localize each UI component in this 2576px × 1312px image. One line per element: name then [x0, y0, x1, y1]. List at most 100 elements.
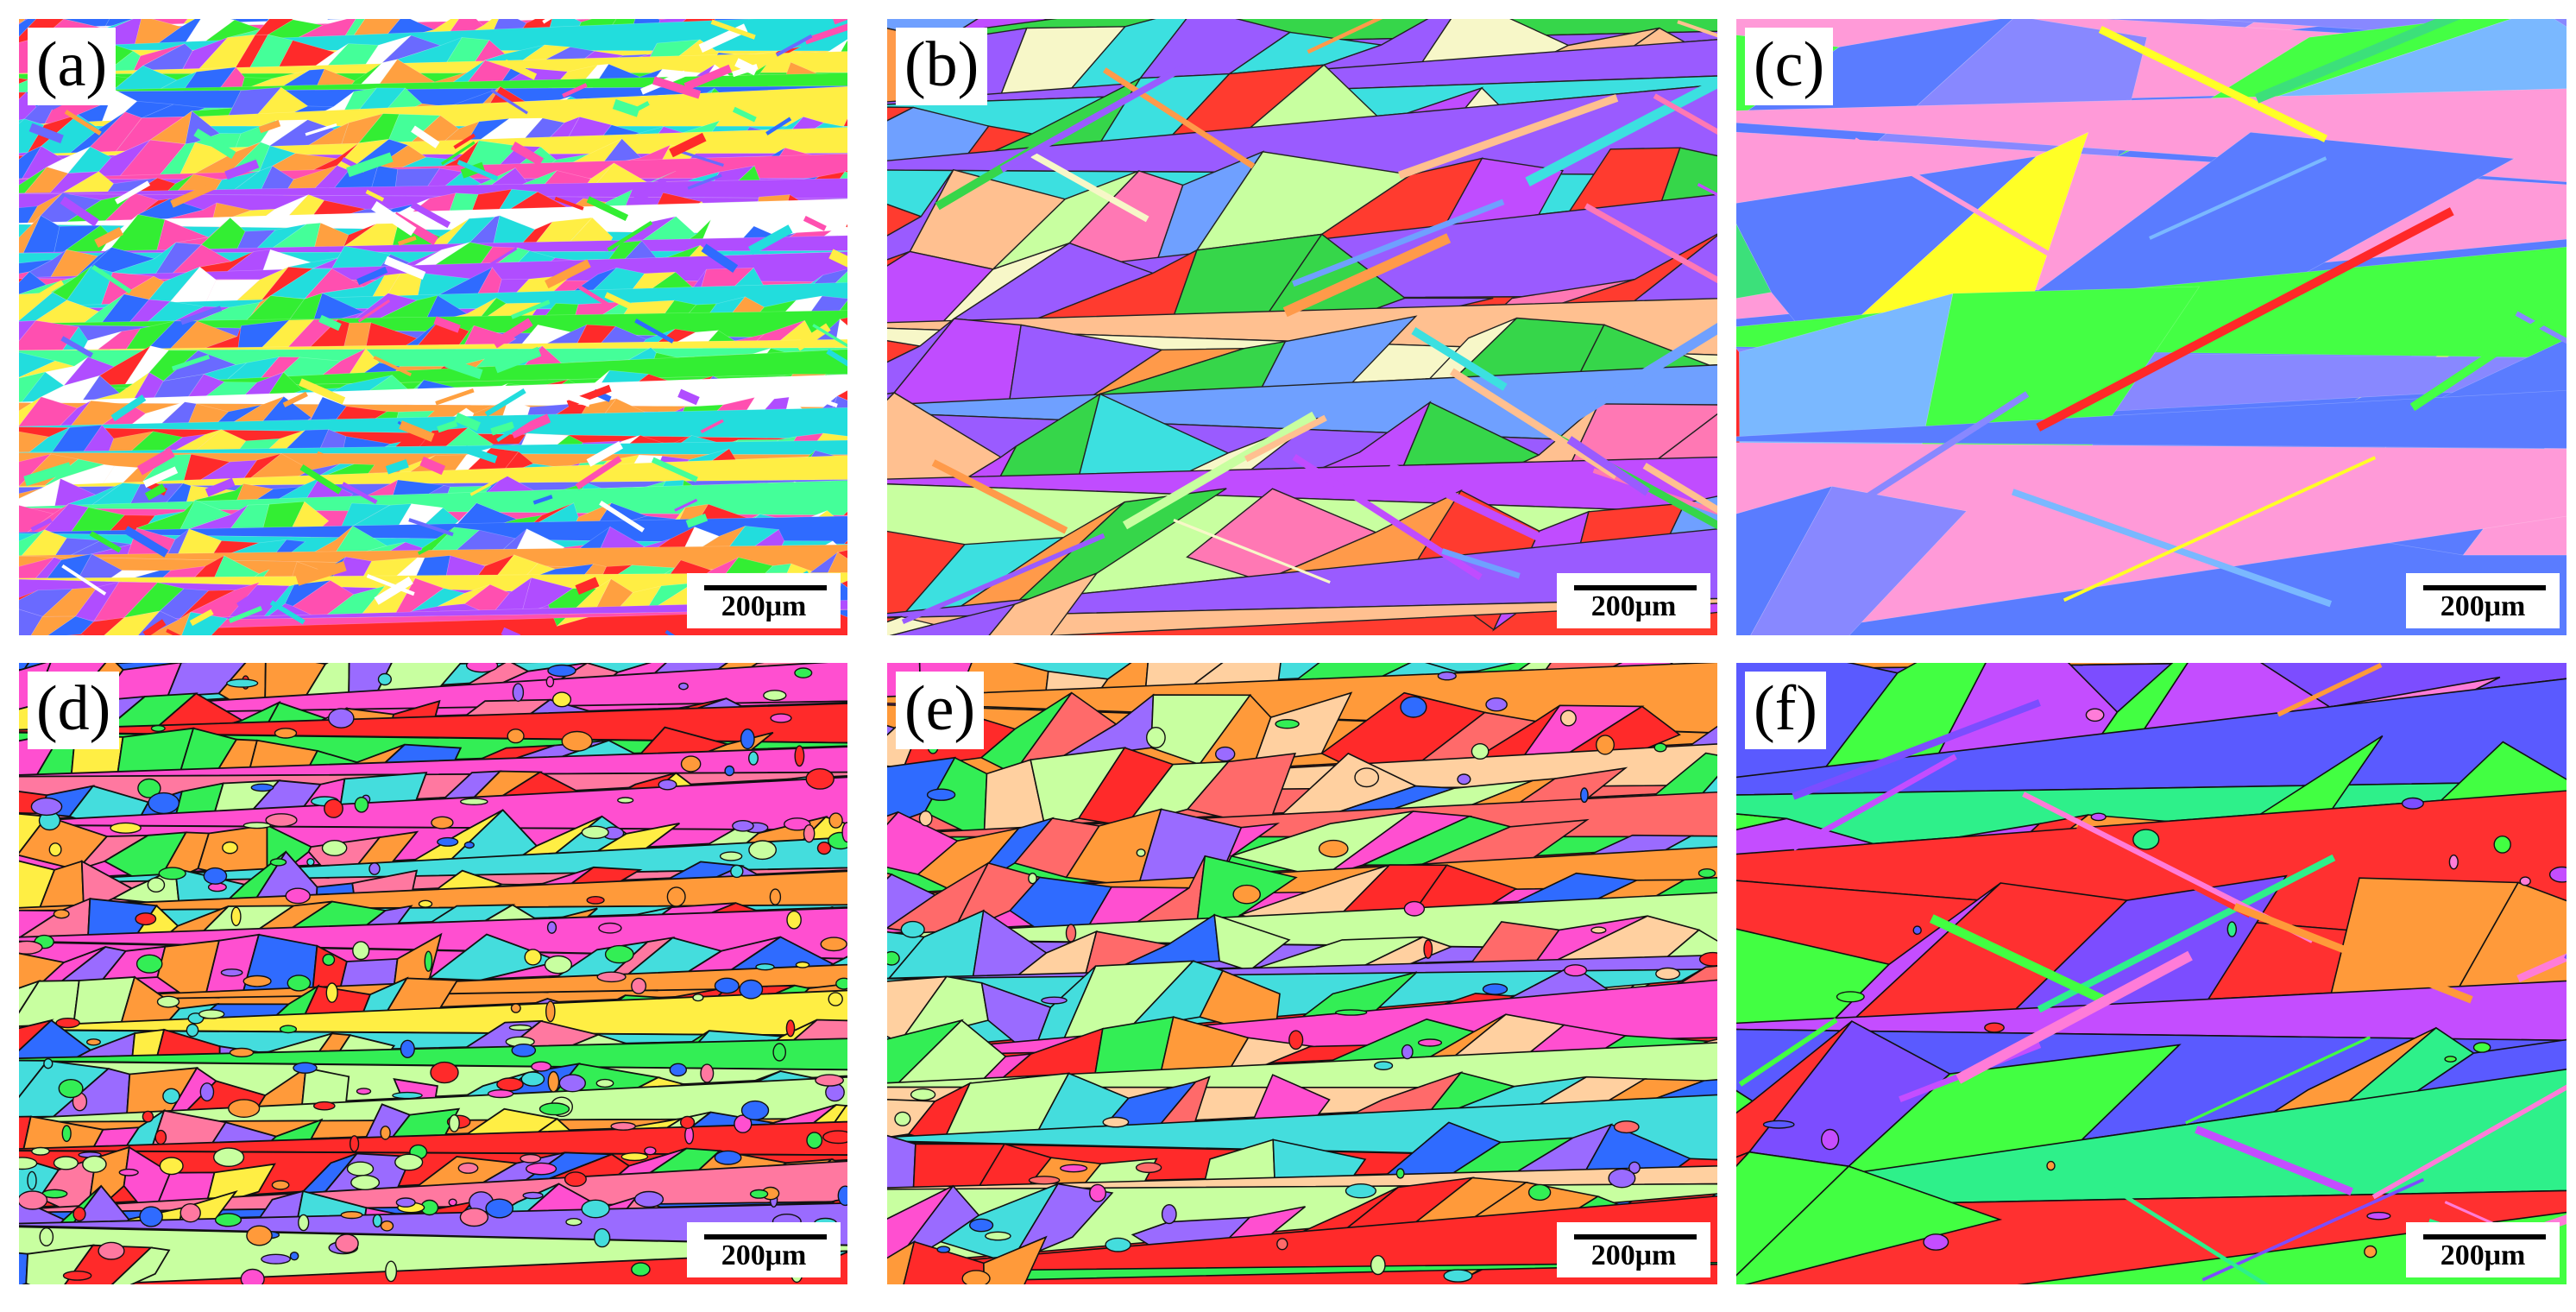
grain-island — [1028, 872, 1037, 885]
scale-bar-text-d: 200μm — [721, 1239, 807, 1271]
grain — [19, 145, 42, 185]
twin-lamella — [1566, 436, 1651, 496]
grain-island — [740, 1100, 770, 1120]
grain-island — [156, 995, 180, 1008]
grain-island — [228, 1099, 261, 1118]
grain-island — [324, 798, 343, 818]
grain — [1736, 1068, 2567, 1208]
ebsd-map-d — [19, 663, 847, 1284]
grain-island — [679, 1115, 696, 1130]
panel-label-b: (b) — [896, 28, 988, 105]
twin-lamella — [578, 285, 609, 307]
grain-island — [2366, 1211, 2391, 1221]
twin-lamella — [2277, 663, 2383, 717]
grain-island — [418, 899, 433, 908]
grain-island — [910, 1088, 936, 1101]
panel-c: (c) 200μm — [1736, 19, 2567, 635]
grain-island — [2364, 1245, 2378, 1258]
grain-island — [1836, 991, 1865, 1003]
grain — [19, 703, 847, 744]
grain-island — [1596, 735, 1616, 755]
grain-island — [719, 851, 743, 861]
twin-lamella — [384, 255, 426, 280]
grain-island — [1403, 900, 1426, 917]
panel-label-e: (e) — [896, 672, 985, 749]
grain-island — [463, 841, 475, 849]
twin-lamella — [374, 576, 413, 605]
twin-lamella — [2011, 489, 2333, 608]
twin-lamella — [612, 98, 640, 117]
grain-island — [581, 825, 609, 840]
twin-lamella — [110, 394, 147, 422]
grain-island — [220, 968, 243, 977]
grain-island — [186, 1023, 199, 1038]
grain-island — [48, 842, 62, 857]
grain-island — [19, 1157, 38, 1170]
twin-lamella — [366, 573, 415, 596]
grain-island — [1401, 1044, 1414, 1060]
grain-island — [246, 1225, 273, 1246]
grain-island — [763, 690, 787, 702]
grain — [887, 528, 1717, 619]
grain-island — [631, 977, 647, 994]
grain — [887, 1261, 1717, 1284]
twin-lamella — [315, 451, 335, 465]
twin-lamella — [532, 495, 553, 505]
grain — [19, 310, 847, 339]
twin-lamella — [575, 577, 600, 595]
twin-lamella — [2443, 1149, 2567, 1193]
twin-lamella — [2036, 207, 2454, 432]
twin-lamella — [144, 483, 167, 501]
twin-lamella — [652, 76, 702, 99]
grain-island — [1590, 926, 1607, 934]
grain-island — [1655, 967, 1681, 981]
grain — [19, 663, 847, 716]
twin-lamella — [545, 384, 591, 407]
grain-island — [279, 1025, 298, 1034]
twin-lamella — [804, 23, 847, 45]
twin-lamella — [803, 216, 827, 231]
twin-lamella — [664, 629, 676, 635]
grain-island — [820, 937, 847, 952]
grain-island — [546, 921, 557, 934]
grain-island — [551, 691, 572, 708]
grain-island — [1580, 787, 1589, 804]
twin-lamella — [651, 457, 698, 483]
scale-bar-line-f — [2423, 1234, 2546, 1239]
panel-label-a: (a) — [28, 28, 117, 105]
grain-island — [539, 1102, 570, 1116]
grain-island — [1102, 1116, 1130, 1128]
scale-bar-f: 200μm — [2406, 1222, 2560, 1277]
panel-f: (f) 200μm — [1736, 663, 2567, 1284]
grain-island — [27, 1170, 37, 1190]
twin-lamella — [1282, 233, 1452, 318]
twin-lamella — [562, 83, 588, 98]
grain-island — [769, 888, 782, 905]
grain-island — [739, 979, 764, 1000]
grain — [19, 320, 37, 342]
grain-island — [1373, 1061, 1394, 1070]
grain-island — [321, 839, 348, 856]
grain-island — [724, 765, 735, 777]
twin-lamella — [2233, 903, 2473, 1004]
grain-island — [1060, 1164, 1088, 1173]
grain-island — [485, 1198, 514, 1219]
grain-island — [340, 1210, 363, 1220]
grain-island — [794, 667, 813, 678]
grain-island — [1041, 996, 1068, 1005]
twin-lamella — [171, 354, 211, 371]
twin-lamella — [295, 561, 347, 586]
twin-lamella — [510, 413, 551, 438]
grain — [19, 746, 847, 778]
twin-lamella — [356, 266, 388, 286]
grain-island — [561, 730, 593, 752]
panel-d: (d) 200μm — [19, 663, 847, 1284]
grain-layer — [19, 663, 847, 1284]
scale-bar-line-c — [2423, 585, 2546, 590]
grain-island — [437, 836, 459, 847]
twin-lamella — [1030, 151, 1149, 223]
grain-island — [2493, 835, 2511, 854]
grain-island — [1527, 1183, 1552, 1202]
twin-lamella — [901, 533, 1105, 625]
grain-island — [229, 1047, 255, 1058]
